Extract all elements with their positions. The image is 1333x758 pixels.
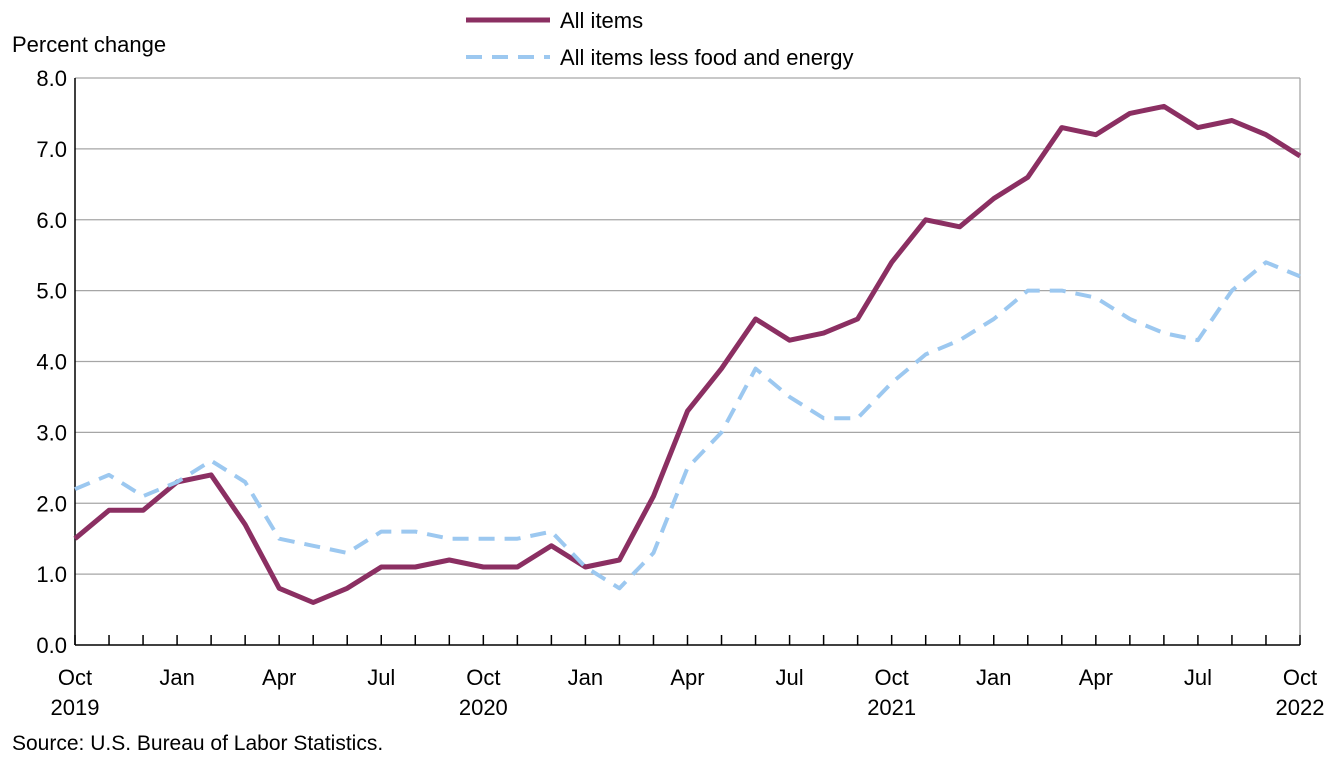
x-tick-label: Apr bbox=[262, 665, 296, 690]
y-tick-label: 7.0 bbox=[36, 137, 67, 162]
y-tick-label: 3.0 bbox=[36, 420, 67, 445]
x-tick-label: Oct bbox=[466, 665, 500, 690]
x-tick-label: Jul bbox=[776, 665, 804, 690]
x-tick-label: Apr bbox=[1079, 665, 1113, 690]
legend: All items All items less food and energy bbox=[466, 8, 854, 70]
y-tick-label: 0.0 bbox=[36, 633, 67, 658]
y-tick-label: 1.0 bbox=[36, 562, 67, 587]
x-tick-year-label: 2019 bbox=[51, 695, 100, 720]
series-lines bbox=[73, 103, 1302, 605]
x-tick-label: Jul bbox=[1184, 665, 1212, 690]
y-tick-label: 5.0 bbox=[36, 279, 67, 304]
x-tick-label: Jan bbox=[568, 665, 603, 690]
series-line-core bbox=[74, 260, 1301, 591]
y-tick-label: 4.0 bbox=[36, 350, 67, 375]
x-tick-year-label: 2020 bbox=[459, 695, 508, 720]
axes: 0.0 1.0 2.0 3.0 4.0 5.0 6.0 7.0 8.0 Oct 2019 Jan Apr… bbox=[36, 66, 1324, 720]
x-tick-label: Jan bbox=[159, 665, 194, 690]
source-note: Source: U.S. Bureau of Labor Statistics. bbox=[12, 732, 383, 755]
x-tick-label: Oct bbox=[58, 665, 92, 690]
x-tick-label: Jan bbox=[976, 665, 1011, 690]
legend-label: All items bbox=[560, 8, 643, 33]
x-tick-year-label: 2022 bbox=[1276, 695, 1325, 720]
gridlines bbox=[75, 77, 1301, 645]
y-axis-label: Percent change bbox=[12, 32, 166, 57]
x-tick-label: Oct bbox=[1283, 665, 1317, 690]
series-line-all-items bbox=[73, 103, 1302, 605]
x-tick-year-label: 2021 bbox=[867, 695, 916, 720]
y-tick-label: 2.0 bbox=[36, 491, 67, 516]
x-tick-label: Apr bbox=[670, 665, 704, 690]
legend-label: All items less food and energy bbox=[560, 45, 854, 70]
y-tick-label: 8.0 bbox=[36, 66, 67, 91]
x-tick-label: Oct bbox=[875, 665, 909, 690]
y-tick-label: 6.0 bbox=[36, 208, 67, 233]
x-tick-label: Jul bbox=[367, 665, 395, 690]
